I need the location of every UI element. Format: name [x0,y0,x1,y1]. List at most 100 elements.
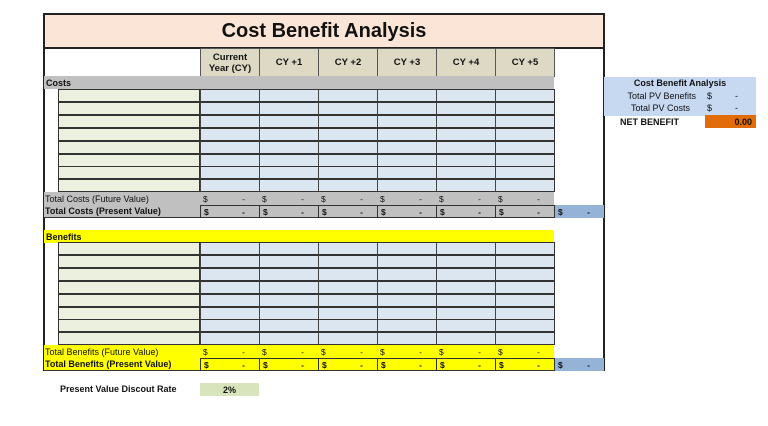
benefit-value-input[interactable] [259,280,319,294]
benefit-item-label-input[interactable] [58,280,200,294]
cost-value-input[interactable] [318,153,378,167]
benefit-value-input[interactable] [200,267,260,281]
benefit-value-input[interactable] [377,254,437,268]
benefit-value-input[interactable] [436,280,496,294]
benefit-value-input[interactable] [259,319,319,333]
cost-value-input[interactable] [318,101,378,115]
benefit-value-input[interactable] [200,280,260,294]
cost-value-input[interactable] [318,179,378,193]
cost-value-input[interactable] [318,127,378,141]
cost-value-input[interactable] [495,127,555,141]
cost-value-input[interactable] [495,140,555,154]
benefit-value-input[interactable] [318,267,378,281]
cost-value-input[interactable] [200,114,260,128]
cost-value-input[interactable] [495,101,555,115]
benefit-value-input[interactable] [436,293,496,307]
benefit-value-input[interactable] [436,319,496,333]
benefit-value-input[interactable] [318,280,378,294]
cost-value-input[interactable] [259,127,319,141]
cost-value-input[interactable] [259,101,319,115]
benefit-value-input[interactable] [200,306,260,320]
benefit-value-input[interactable] [200,332,260,346]
cost-value-input[interactable] [495,153,555,167]
benefit-value-input[interactable] [495,332,555,346]
benefit-value-input[interactable] [377,267,437,281]
cost-value-input[interactable] [495,179,555,193]
cost-value-input[interactable] [259,140,319,154]
cost-item-label-input[interactable] [58,89,200,102]
cost-value-input[interactable] [436,127,496,141]
cost-value-input[interactable] [377,101,437,115]
benefit-item-label-input[interactable] [58,242,200,255]
benefit-value-input[interactable] [259,267,319,281]
cost-value-input[interactable] [495,166,555,180]
cost-value-input[interactable] [259,114,319,128]
cost-value-input[interactable] [200,153,260,167]
benefit-value-input[interactable] [318,306,378,320]
cost-value-input[interactable] [436,179,496,193]
benefit-value-input[interactable] [259,242,319,255]
cost-value-input[interactable] [259,153,319,167]
cost-item-label-input[interactable] [58,140,200,154]
benefit-value-input[interactable] [318,293,378,307]
benefit-item-label-input[interactable] [58,306,200,320]
cost-value-input[interactable] [259,179,319,193]
benefit-value-input[interactable] [318,254,378,268]
benefit-value-input[interactable] [495,254,555,268]
benefit-value-input[interactable] [377,332,437,346]
cost-value-input[interactable] [436,153,496,167]
cost-value-input[interactable] [377,127,437,141]
benefit-value-input[interactable] [436,267,496,281]
benefit-value-input[interactable] [436,332,496,346]
benefit-value-input[interactable] [495,306,555,320]
benefit-value-input[interactable] [259,293,319,307]
cost-value-input[interactable] [200,89,260,102]
cost-value-input[interactable] [436,140,496,154]
cost-value-input[interactable] [259,166,319,180]
benefit-item-label-input[interactable] [58,254,200,268]
cost-value-input[interactable] [495,114,555,128]
benefit-value-input[interactable] [377,242,437,255]
benefit-value-input[interactable] [377,293,437,307]
cost-item-label-input[interactable] [58,153,200,167]
cost-value-input[interactable] [377,179,437,193]
benefit-item-label-input[interactable] [58,267,200,281]
cost-value-input[interactable] [377,89,437,102]
cost-value-input[interactable] [377,166,437,180]
cost-value-input[interactable] [200,127,260,141]
cost-value-input[interactable] [318,140,378,154]
benefit-value-input[interactable] [377,319,437,333]
benefit-value-input[interactable] [259,306,319,320]
benefit-value-input[interactable] [495,280,555,294]
benefit-value-input[interactable] [436,306,496,320]
cost-value-input[interactable] [436,166,496,180]
cost-item-label-input[interactable] [58,101,200,115]
cost-value-input[interactable] [377,153,437,167]
cost-value-input[interactable] [259,89,319,102]
benefit-value-input[interactable] [259,254,319,268]
benefit-value-input[interactable] [200,293,260,307]
cost-value-input[interactable] [200,101,260,115]
benefit-value-input[interactable] [318,319,378,333]
benefit-item-label-input[interactable] [58,319,200,333]
cost-value-input[interactable] [436,101,496,115]
benefit-value-input[interactable] [200,242,260,255]
benefit-value-input[interactable] [436,242,496,255]
cost-value-input[interactable] [436,114,496,128]
benefit-value-input[interactable] [495,293,555,307]
cost-item-label-input[interactable] [58,179,200,193]
cost-value-input[interactable] [200,166,260,180]
cost-value-input[interactable] [377,140,437,154]
benefit-value-input[interactable] [377,306,437,320]
cost-value-input[interactable] [318,89,378,102]
cost-item-label-input[interactable] [58,114,200,128]
benefit-value-input[interactable] [495,242,555,255]
benefit-value-input[interactable] [318,242,378,255]
cost-item-label-input[interactable] [58,127,200,141]
cost-item-label-input[interactable] [58,166,200,180]
benefit-value-input[interactable] [259,332,319,346]
benefit-value-input[interactable] [200,254,260,268]
benefit-item-label-input[interactable] [58,332,200,346]
discount-rate-input[interactable]: 2% [200,383,259,396]
cost-value-input[interactable] [200,140,260,154]
